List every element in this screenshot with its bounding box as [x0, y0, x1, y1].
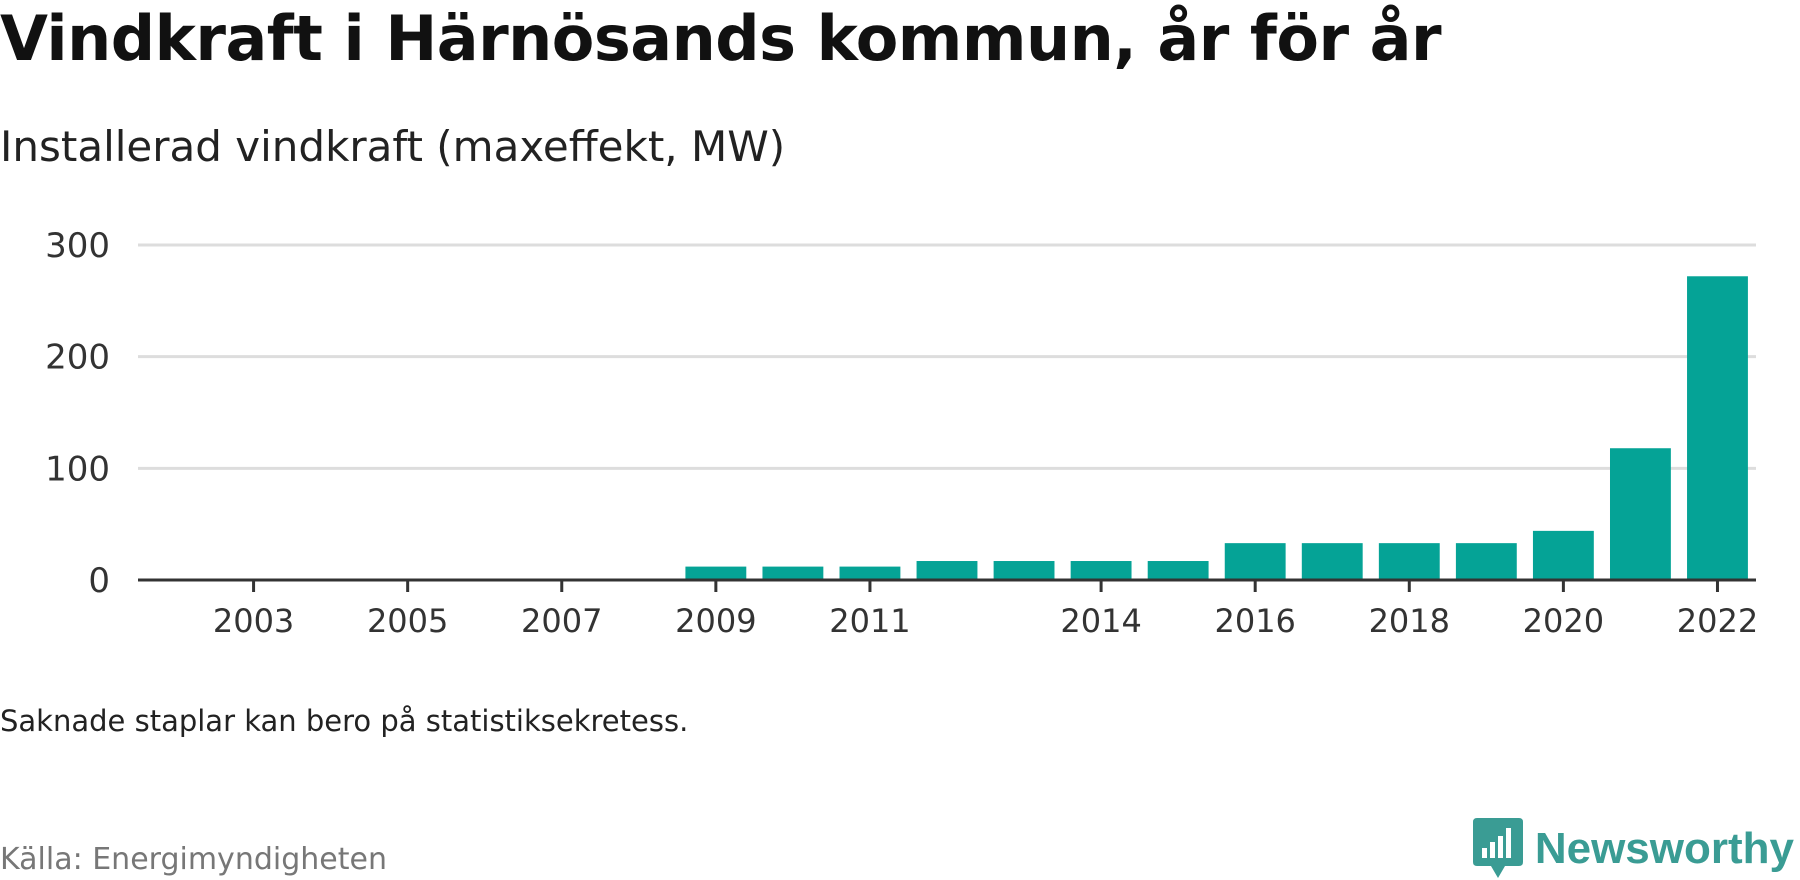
gridlines	[138, 243, 1756, 470]
x-tick-label: 2011	[829, 602, 910, 640]
x-tick-label: 2009	[675, 602, 756, 640]
x-tick-label: 2014	[1060, 602, 1141, 640]
y-axis-ticks: 0 100 200 300	[45, 226, 110, 601]
bar-2014	[1070, 561, 1132, 580]
y-tick-label: 0	[88, 561, 110, 601]
bar-2018	[1378, 543, 1440, 580]
bar-2012	[916, 561, 978, 580]
newsworthy-logo-icon	[1472, 818, 1523, 878]
x-tick-label: 2016	[1214, 602, 1295, 640]
bar-2011	[839, 566, 901, 580]
bar-2020	[1532, 530, 1594, 580]
bars	[685, 276, 1748, 580]
bar-2019	[1455, 543, 1517, 580]
x-tick-label: 2003	[213, 602, 294, 640]
bar-2016	[1224, 543, 1286, 580]
y-tick-label: 100	[45, 449, 110, 489]
bar-2009	[685, 566, 747, 580]
x-tick-label: 2007	[521, 602, 602, 640]
bar-2022	[1687, 276, 1748, 580]
x-axis: 2003 2005 2007 2009 2011 2014 2016 2018 2020 2022	[138, 578, 1758, 640]
y-tick-label: 200	[45, 338, 110, 378]
source-credit: Källa: Energimyndigheten	[0, 842, 387, 877]
footnote: Saknade staplar kan bero på statistiksek…	[0, 704, 689, 738]
newsworthy-logo[interactable]: Newsworthy	[1472, 818, 1794, 880]
bar-2017	[1301, 543, 1363, 580]
bar-2010	[762, 566, 824, 580]
chart-title: Vindkraft i Härnösands kommun, år för år	[0, 2, 1442, 75]
x-tick-label: 2020	[1523, 602, 1604, 640]
x-tick-label: 2018	[1369, 602, 1450, 640]
x-tick-label: 2022	[1677, 602, 1758, 640]
brand-name: Newsworthy	[1534, 824, 1794, 873]
x-tick-label: 2005	[367, 602, 448, 640]
y-tick-label: 300	[45, 226, 110, 266]
chart-subtitle: Installerad vindkraft (maxeffekt, MW)	[0, 122, 786, 171]
bar-2015	[1147, 561, 1209, 580]
bar-2021	[1609, 448, 1671, 580]
bar-2013	[993, 561, 1055, 580]
